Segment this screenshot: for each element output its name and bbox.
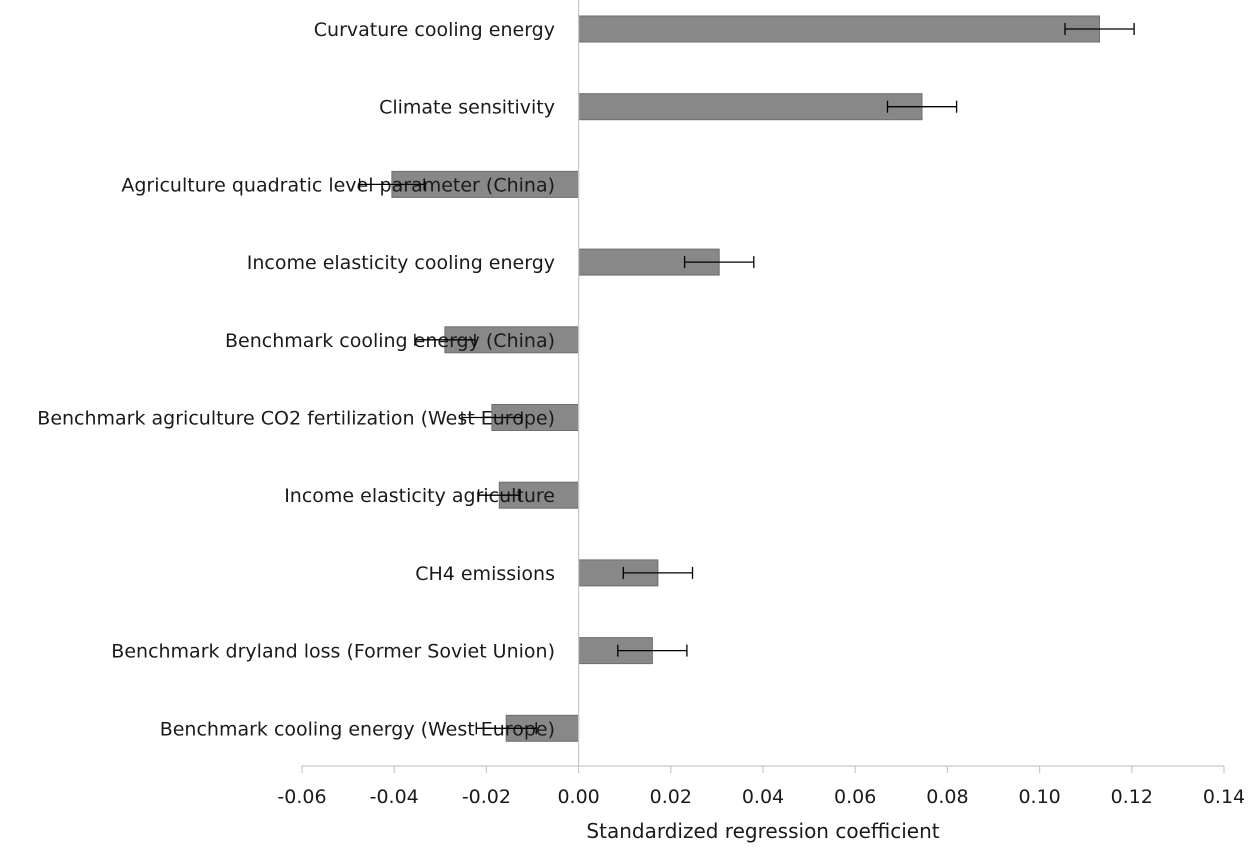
x-tick-label: 0.08 [926, 786, 968, 808]
x-tick-label: -0.02 [462, 786, 511, 808]
bar [578, 93, 923, 121]
x-tick-label: 0.12 [1111, 786, 1153, 808]
x-tick-label: -0.06 [277, 786, 326, 808]
error-bar [414, 333, 476, 346]
error-bar [475, 722, 537, 735]
category-labels: Curvature cooling energy Climate sensitiv… [37, 19, 555, 740]
x-tick-label: 0.06 [834, 786, 876, 808]
error-bar [622, 566, 694, 579]
category-label: CH4 emissions [415, 563, 555, 585]
bars-layer [391, 15, 1100, 742]
category-label: Income elasticity cooling energy [247, 252, 555, 274]
x-tick-label: 0.02 [650, 786, 692, 808]
bar [578, 15, 1100, 43]
x-axis-title: Standardized regression coefficient [586, 819, 939, 843]
x-axis-ticks: -0.06 -0.04 -0.02 0.00 0.02 0.04 0.06 0.08 0.10 0… [277, 766, 1245, 808]
x-tick-label: 0.04 [742, 786, 784, 808]
x-tick-label: 0.00 [557, 786, 599, 808]
category-label: Climate sensitivity [379, 97, 555, 119]
category-label: Benchmark agriculture CO2 fertilization … [37, 408, 555, 430]
error-bar [617, 644, 688, 657]
error-bar [886, 100, 958, 113]
category-label: Benchmark cooling energy (West Europe) [160, 718, 555, 740]
error-bar [477, 489, 521, 502]
error-bar [683, 256, 755, 269]
x-tick-label: -0.04 [370, 786, 419, 808]
error-bar [461, 411, 523, 424]
category-label: Income elasticity agriculture [284, 485, 555, 507]
category-label: Agriculture quadratic level parameter (C… [121, 174, 555, 196]
error-bar [358, 178, 425, 191]
error-bar [1064, 23, 1135, 35]
error-bars-layer [358, 23, 1135, 735]
category-label: Curvature cooling energy [314, 19, 555, 41]
category-label: Benchmark cooling energy (China) [225, 330, 555, 352]
category-label: Benchmark dryland loss (Former Soviet Un… [111, 641, 555, 663]
x-axis: -0.06 -0.04 -0.02 0.00 0.02 0.04 0.06 0.08 0.10 0… [277, 765, 1245, 808]
x-tick-label: 0.14 [1203, 786, 1245, 808]
x-tick-label: 0.10 [1018, 786, 1060, 808]
